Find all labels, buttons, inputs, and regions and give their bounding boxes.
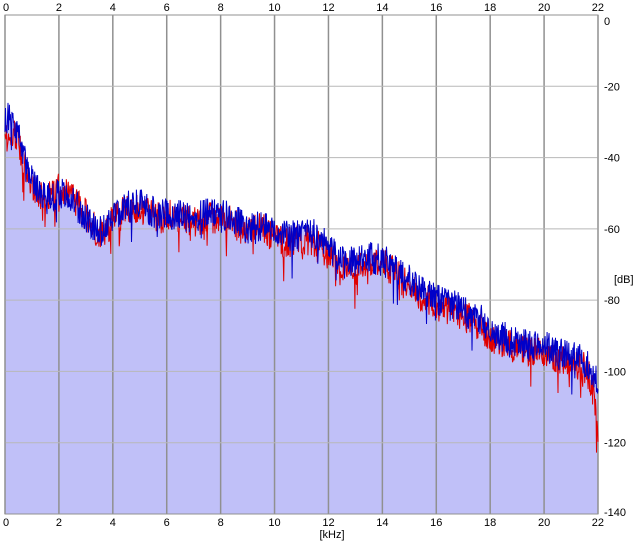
y-tick-label: -80	[604, 295, 620, 307]
y-tick-label: -120	[604, 438, 626, 450]
x-tick-label-bottom: 10	[268, 517, 280, 529]
y-tick-label: 0	[604, 16, 610, 28]
x-tick-label-top: 0	[3, 2, 9, 14]
x-tick-label-bottom: 6	[164, 517, 170, 529]
x-tick-label-bottom: 22	[592, 517, 604, 529]
x-tick-label-top: 4	[110, 2, 116, 14]
x-axis-label: [kHz]	[319, 529, 344, 541]
x-tick-label-bottom: 18	[484, 517, 496, 529]
x-tick-label-bottom: 4	[110, 517, 116, 529]
y-tick-label: -140	[604, 507, 626, 519]
plot-border	[4, 14, 599, 515]
x-tick-label-top: 20	[538, 2, 550, 14]
x-tick-label-bottom: 14	[376, 517, 388, 529]
x-tick-label-bottom: 12	[322, 517, 334, 529]
y-axis-label: [dB]	[614, 274, 634, 286]
y-tick-label: -60	[604, 224, 620, 236]
x-tick-label-top: 14	[376, 2, 388, 14]
series-line-2	[4, 102, 599, 395]
x-tick-label-top: 16	[430, 2, 442, 14]
x-tick-label-top: 22	[592, 2, 604, 14]
x-tick-label-top: 18	[484, 2, 496, 14]
x-tick-label-bottom: 8	[218, 517, 224, 529]
grid	[4, 14, 599, 515]
x-tick-label-top: 10	[268, 2, 280, 14]
x-tick-label-bottom: 2	[56, 517, 62, 529]
x-tick-label-top: 2	[56, 2, 62, 14]
x-tick-label-top: 6	[164, 2, 170, 14]
x-tick-label-bottom: 16	[430, 517, 442, 529]
y-tick-label: -40	[604, 153, 620, 165]
x-tick-label-bottom: 0	[3, 517, 9, 529]
x-tick-label-top: 8	[218, 2, 224, 14]
y-tick-label: -100	[604, 366, 626, 378]
y-axis-ticks: 0 -20 -40 -60 -80 -100 -120 -140	[604, 16, 626, 519]
y-tick-label: -20	[604, 81, 620, 93]
x-tick-label-bottom: 20	[538, 517, 550, 529]
series-lines	[4, 102, 599, 453]
x-tick-label-top: 12	[322, 2, 334, 14]
